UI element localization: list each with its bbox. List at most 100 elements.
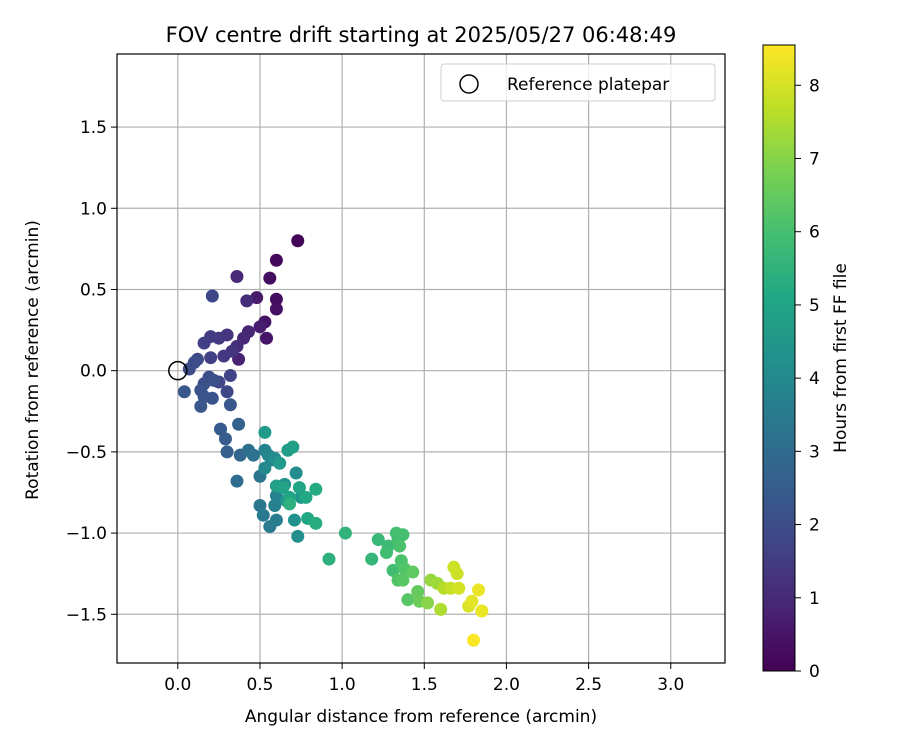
data-point bbox=[475, 604, 489, 618]
data-point bbox=[205, 289, 219, 303]
data-point bbox=[263, 271, 277, 285]
data-point bbox=[220, 445, 234, 459]
colorbar-tick-label: 0 bbox=[809, 662, 820, 682]
y-tick-label: −1.0 bbox=[66, 524, 107, 544]
plot-frame bbox=[116, 53, 726, 664]
data-point bbox=[283, 497, 297, 511]
data-point bbox=[386, 563, 400, 577]
y-axis-ticks: −1.5 −1.0 −0.5 0.0 0.5 1.0 1.5 bbox=[66, 118, 117, 625]
y-tick-label: −1.5 bbox=[66, 605, 107, 625]
data-point bbox=[273, 456, 287, 470]
data-point bbox=[253, 320, 267, 334]
data-point bbox=[223, 398, 237, 412]
data-point bbox=[230, 474, 244, 488]
x-tick-label: 0.0 bbox=[164, 675, 191, 695]
data-point bbox=[250, 291, 264, 305]
data-point bbox=[309, 516, 323, 530]
data-point bbox=[177, 385, 191, 399]
data-point bbox=[450, 567, 464, 581]
data-point bbox=[232, 417, 246, 431]
x-axis-ticks: 0.0 0.5 1.0 1.5 2.0 2.5 3.0 bbox=[164, 663, 684, 695]
y-axis-label: Rotation from reference (arcmin) bbox=[23, 220, 43, 500]
data-point bbox=[220, 385, 234, 399]
legend-entry-reference-platepar: Reference platepar bbox=[507, 75, 669, 95]
data-point bbox=[406, 565, 420, 579]
data-point bbox=[197, 336, 211, 350]
data-point bbox=[338, 526, 352, 540]
data-point bbox=[322, 552, 336, 566]
x-tick-label: 3.0 bbox=[657, 675, 684, 695]
data-point bbox=[204, 351, 218, 365]
data-point bbox=[401, 593, 415, 607]
data-point bbox=[465, 594, 479, 608]
colorbar-ticks: 0 1 2 3 4 5 6 7 8 bbox=[795, 76, 820, 682]
data-point bbox=[230, 269, 244, 283]
colorbar: 0 1 2 3 4 5 6 7 8 Hours from first FF file bbox=[762, 44, 851, 682]
data-point bbox=[205, 391, 219, 405]
data-point bbox=[256, 508, 270, 522]
data-point bbox=[291, 529, 305, 543]
data-point bbox=[467, 633, 481, 647]
data-point bbox=[260, 331, 274, 345]
y-tick-label: 1.0 bbox=[80, 199, 107, 219]
colorbar-tick-label: 7 bbox=[809, 149, 820, 169]
data-point bbox=[214, 422, 228, 436]
data-point bbox=[365, 552, 379, 566]
data-point bbox=[258, 425, 272, 439]
data-point bbox=[223, 369, 237, 383]
data-point bbox=[269, 253, 283, 267]
x-tick-label: 2.0 bbox=[493, 675, 520, 695]
data-points bbox=[177, 234, 489, 647]
data-point bbox=[240, 294, 254, 308]
data-point bbox=[309, 482, 323, 496]
data-point bbox=[292, 481, 306, 495]
data-point bbox=[217, 349, 231, 363]
data-point bbox=[472, 583, 486, 597]
data-point bbox=[269, 302, 283, 316]
colorbar-tick-label: 4 bbox=[809, 369, 820, 389]
data-point bbox=[276, 481, 290, 495]
data-point bbox=[286, 440, 300, 454]
data-point bbox=[291, 234, 305, 248]
legend: Reference platepar bbox=[440, 63, 716, 102]
y-tick-label: 0.0 bbox=[80, 362, 107, 382]
data-point bbox=[393, 539, 407, 553]
data-point bbox=[371, 533, 385, 547]
y-tick-label: 1.5 bbox=[80, 118, 107, 138]
colorbar-tick-label: 1 bbox=[809, 589, 820, 609]
reference-platepar-marker bbox=[168, 360, 188, 381]
colorbar-tick-label: 8 bbox=[809, 76, 820, 96]
data-point bbox=[268, 498, 282, 512]
legend-box bbox=[440, 63, 716, 102]
grid-lines bbox=[117, 54, 725, 663]
y-tick-label: 0.5 bbox=[80, 280, 107, 300]
data-point bbox=[218, 432, 232, 446]
colorbar-label: Hours from first FF file bbox=[831, 263, 851, 453]
data-point bbox=[396, 573, 410, 587]
colorbar-tick-label: 2 bbox=[809, 516, 820, 536]
data-point bbox=[246, 448, 260, 462]
data-point bbox=[421, 596, 435, 610]
data-point bbox=[452, 581, 466, 595]
data-point bbox=[207, 373, 221, 387]
data-point bbox=[258, 461, 272, 475]
data-point bbox=[411, 585, 425, 599]
x-tick-label: 0.5 bbox=[246, 675, 273, 695]
chart-title: FOV centre drift starting at 2025/05/27 … bbox=[166, 23, 677, 47]
x-tick-label: 1.0 bbox=[329, 675, 356, 695]
data-point bbox=[299, 490, 313, 504]
x-axis-label: Angular distance from reference (arcmin) bbox=[245, 707, 597, 727]
data-point bbox=[287, 513, 301, 527]
colorbar-gradient bbox=[762, 44, 796, 672]
data-point bbox=[434, 602, 448, 616]
data-point bbox=[269, 513, 283, 527]
colorbar-tick-label: 3 bbox=[809, 442, 820, 462]
data-point bbox=[379, 546, 393, 560]
colorbar-tick-label: 6 bbox=[809, 223, 820, 243]
data-point bbox=[289, 466, 303, 480]
colorbar-tick-label: 5 bbox=[809, 296, 820, 316]
x-tick-label: 2.5 bbox=[575, 675, 602, 695]
data-point bbox=[194, 399, 208, 413]
data-point bbox=[269, 292, 283, 306]
